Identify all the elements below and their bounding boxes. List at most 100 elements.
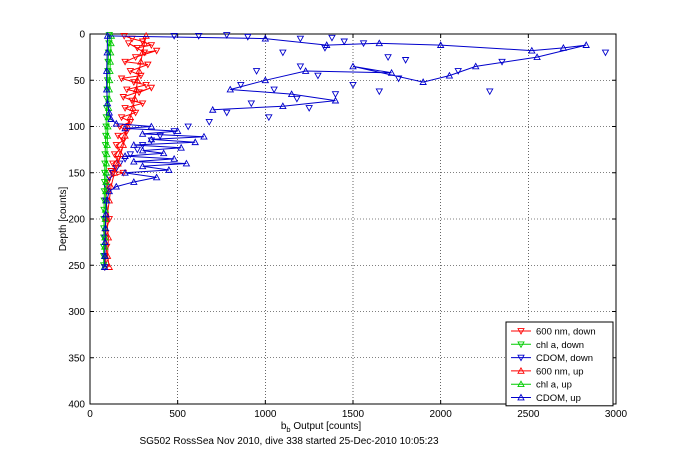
data-point-cdom-up: [112, 119, 121, 127]
legend-label: CDOM, up: [536, 393, 581, 404]
data-point-cdom-up: [121, 152, 129, 159]
data-point-cdom-down: [601, 49, 610, 57]
data-point-cdom-up: [107, 115, 115, 122]
data-point-600-nm-down: [119, 169, 128, 177]
x-tick-label: 2500: [517, 409, 540, 420]
data-point-chl-a-down: [103, 77, 112, 85]
data-point-chl-a-up: [104, 113, 112, 121]
data-point-cdom-up: [138, 162, 147, 170]
data-point-cdom-up: [103, 99, 112, 107]
data-point-cdom-up: [261, 34, 270, 42]
legend-label: chl a, down: [536, 340, 584, 351]
data-point-600-nm-down: [138, 100, 147, 108]
data-point-chl-a-up: [102, 178, 110, 185]
data-point-cdom-up: [226, 85, 235, 93]
data-point-cdom-up: [182, 159, 191, 167]
data-point-600-nm-up: [107, 182, 115, 190]
data-point-cdom-up: [152, 173, 161, 181]
y-tick-label: 50: [74, 76, 86, 87]
legend-label: chl a, up: [536, 380, 572, 391]
data-point-cdom-up: [101, 238, 109, 245]
data-point-cdom-down: [265, 114, 273, 122]
x-axis-label-subscript: b: [286, 425, 290, 434]
data-point-cdom-up: [121, 168, 129, 176]
legend-entry-600-nm-down: 600 nm, down: [511, 327, 596, 338]
legend-label: CDOM, down: [536, 353, 593, 364]
data-point-600-nm-down: [117, 75, 126, 83]
series-line-cdom-up: [104, 35, 587, 268]
x-axis-label-main: b: [281, 421, 287, 432]
data-point-cdom-up: [322, 41, 331, 48]
data-point-600-nm-up: [110, 168, 119, 176]
data-point-chl-a-up: [107, 39, 115, 47]
data-point-cdom-down: [485, 88, 494, 96]
legend-swatch-marker: [517, 393, 525, 401]
data-point-cdom-up: [261, 76, 270, 84]
data-point-600-nm-up: [114, 159, 122, 167]
data-point-cdom-up: [582, 41, 590, 48]
y-tick-label: 350: [68, 353, 85, 364]
figure-caption: SG502 RossSea Nov 2010, dive 338 started…: [139, 436, 439, 447]
data-point-600-nm-down: [119, 94, 128, 101]
data-point-cdom-up: [559, 43, 568, 51]
data-point-cdom-down: [293, 95, 301, 103]
x-axis-label-rest: Output [counts]: [291, 421, 362, 432]
data-point-600-nm-down: [126, 68, 135, 75]
data-point-600-nm-down: [109, 160, 117, 168]
data-point-chl-a-down: [105, 32, 114, 39]
data-point-chl-a-up: [103, 141, 111, 148]
data-point-cdom-down: [314, 72, 322, 80]
data-point-cdom-up: [349, 62, 357, 70]
data-point-600-nm-up: [138, 48, 147, 56]
data-point-cdom-down: [184, 123, 192, 131]
data-point-cdom-up: [173, 127, 182, 134]
x-axis-label: bb Output [counts]: [281, 421, 362, 434]
data-point-cdom-up: [331, 96, 340, 104]
data-point-cdom-up: [102, 85, 111, 93]
x-tick-label: 3000: [605, 409, 628, 420]
data-point-cdom-down: [340, 38, 348, 46]
data-point-cdom-down: [331, 91, 340, 99]
legend-swatch-marker: [517, 380, 525, 388]
data-point-cdom-up: [130, 178, 138, 185]
y-tick-label: 250: [68, 261, 85, 272]
data-point-cdom-down: [296, 63, 305, 71]
x-tick-label: 0: [87, 409, 93, 420]
data-point-cdom-down: [394, 75, 403, 83]
data-point-600-nm-down: [142, 82, 150, 89]
data-point-cdom-up: [112, 182, 121, 190]
data-point-600-nm-down: [123, 86, 131, 94]
data-point-cdom-down: [296, 35, 305, 43]
y-tick-label: 150: [68, 168, 85, 179]
data-point-600-nm-down: [121, 105, 129, 112]
legend-entry-chl-a-down: chl a, down: [511, 340, 584, 351]
data-point-600-nm-down: [147, 84, 156, 92]
legend-entry-cdom-down: CDOM, down: [511, 353, 593, 364]
data-point-600-nm-down: [133, 45, 142, 52]
data-point-cdom-down: [222, 32, 231, 39]
x-tick-label: 1000: [254, 409, 277, 420]
data-point-cdom-down: [454, 68, 462, 75]
data-point-cdom-down: [349, 82, 357, 89]
data-point-600-nm-up: [140, 39, 149, 47]
y-tick-label: 400: [68, 400, 85, 411]
x-tick-label: 1500: [342, 409, 365, 420]
data-point-cdom-up: [533, 53, 541, 60]
y-tick-label: 200: [68, 215, 85, 226]
data-point-chl-a-up: [106, 57, 115, 65]
data-point-cdom-up: [138, 146, 147, 154]
data-point-cdom-up: [130, 141, 138, 148]
data-point-600-nm-up: [130, 94, 139, 102]
data-point-cdom-down: [401, 57, 410, 64]
data-point-cdom-up: [165, 166, 173, 173]
legend-label: 600 nm, down: [536, 327, 596, 338]
data-point-cdom-up: [100, 263, 109, 270]
data-point-cdom-up: [105, 108, 114, 116]
data-point-cdom-up: [103, 31, 112, 39]
data-point-cdom-up: [147, 122, 156, 130]
data-point-600-nm-up: [142, 31, 150, 39]
data-point-cdom-up: [471, 62, 480, 70]
data-point-cdom-down: [121, 156, 129, 163]
data-point-cdom-up: [105, 187, 114, 195]
